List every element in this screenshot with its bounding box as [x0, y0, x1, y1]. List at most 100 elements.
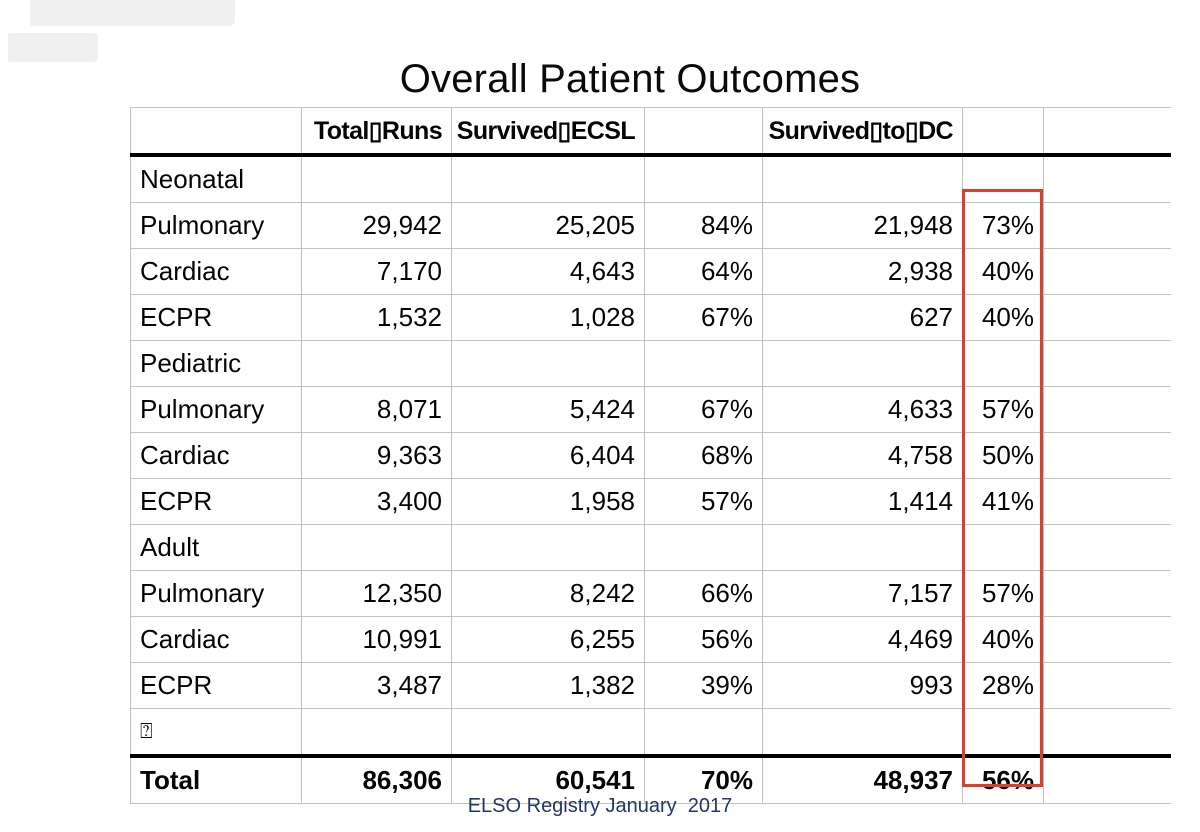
value-cell: 1,028: [451, 294, 645, 341]
value-cell: [1043, 755, 1171, 804]
value-cell: [762, 154, 963, 203]
value-cell: [301, 340, 452, 387]
value-cell: 67%: [644, 294, 763, 341]
value-cell: [1043, 432, 1171, 479]
value-cell: 6,255: [451, 616, 645, 663]
value-cell: [762, 708, 963, 758]
row-label-cell: Pulmonary: [130, 202, 302, 249]
value-cell: [1043, 340, 1171, 387]
table-row-section: Neonatal: [130, 154, 1171, 203]
value-cell: 6,404: [451, 432, 645, 479]
value-cell: 64%: [644, 248, 763, 295]
corner-artifact-1: [30, 0, 235, 26]
value-cell: [644, 340, 763, 387]
value-cell: 10,991: [301, 616, 452, 663]
value-cell: 2,938: [762, 248, 963, 295]
value-cell: [301, 154, 452, 203]
value-cell: 56%: [644, 616, 763, 663]
value-cell: 86,306: [301, 755, 452, 804]
table-row-data: Cardiac 7,170 4,643 64% 2,938 40%: [130, 248, 1171, 295]
value-cell: [451, 524, 645, 571]
value-cell: 3,487: [301, 662, 452, 709]
value-cell: Survived▯to▯DC: [762, 107, 963, 157]
table-row-data: Pulmonary 12,350 8,242 66% 7,157 57%: [130, 570, 1171, 617]
value-cell: 7,157: [762, 570, 963, 617]
value-cell: [301, 524, 452, 571]
row-label-cell: Total: [130, 755, 302, 804]
value-cell: 4,633: [762, 386, 963, 433]
table-row-data: ECPR 1,532 1,028 67% 627 40%: [130, 294, 1171, 341]
value-cell: 21,948: [762, 202, 963, 249]
value-cell: [644, 107, 763, 157]
value-cell: 39%: [644, 662, 763, 709]
value-cell: [1043, 708, 1171, 758]
corner-artifact-2: [8, 33, 98, 62]
value-cell: [1043, 570, 1171, 617]
value-cell: 9,363: [301, 432, 452, 479]
value-cell: 60,541: [451, 755, 645, 804]
value-cell: [962, 708, 1044, 758]
value-cell: 12,350: [301, 570, 452, 617]
value-cell: [762, 524, 963, 571]
value-cell: [1043, 524, 1171, 571]
value-cell: Survived▯ECSL: [451, 107, 645, 157]
row-label-cell: ECPR: [130, 662, 302, 709]
value-cell: 627: [762, 294, 963, 341]
survived-to-dc-percent-highlight-box: [962, 189, 1043, 787]
value-cell: 1,382: [451, 662, 645, 709]
table-row-data: Cardiac 10,991 6,255 56% 4,469 40%: [130, 616, 1171, 663]
value-cell: 84%: [644, 202, 763, 249]
value-cell: 70%: [644, 755, 763, 804]
value-cell: [1043, 107, 1171, 157]
value-cell: 25,205: [451, 202, 645, 249]
value-cell: [962, 107, 1044, 157]
table-row-data: Cardiac 9,363 6,404 68% 4,758 50%: [130, 432, 1171, 479]
outcomes-table-body: Total▯Runs Survived▯ECSL Survived▯to▯DC Neo…: [130, 107, 1171, 804]
value-cell: 48,937: [762, 755, 963, 804]
value-cell: 4,469: [762, 616, 963, 663]
table-row-data: Pulmonary 8,071 5,424 67% 4,633 57%: [130, 386, 1171, 433]
value-cell: 3,400: [301, 478, 452, 525]
value-cell: [1043, 386, 1171, 433]
value-cell: 5,424: [451, 386, 645, 433]
value-cell: 57%: [644, 478, 763, 525]
row-label-cell: Cardiac: [130, 432, 302, 479]
header-row: Total▯Runs Survived▯ECSL Survived▯to▯DC: [130, 107, 1171, 157]
source-footnote: ELSO Registry January 2017: [467, 795, 733, 817]
value-cell: 66%: [644, 570, 763, 617]
value-cell: [451, 340, 645, 387]
row-label-cell: Cardiac: [130, 248, 302, 295]
value-cell: 8,071: [301, 386, 452, 433]
value-cell: 56%: [962, 755, 1044, 804]
value-cell: [644, 524, 763, 571]
value-cell: 29,942: [301, 202, 452, 249]
row-label-cell: [130, 107, 302, 157]
table-row-section: Pediatric: [130, 340, 1171, 387]
value-cell: [1043, 202, 1171, 249]
value-cell: 993: [762, 662, 963, 709]
value-cell: 1,958: [451, 478, 645, 525]
page-title: Overall Patient Outcomes: [399, 57, 861, 101]
value-cell: [1043, 248, 1171, 295]
value-cell: 8,242: [451, 570, 645, 617]
value-cell: [962, 154, 1044, 203]
value-cell: [962, 524, 1044, 571]
value-cell: 73%: [962, 202, 1044, 249]
row-label-cell: Cardiac: [130, 616, 302, 663]
value-cell: 4,643: [451, 248, 645, 295]
value-cell: 41%: [962, 478, 1044, 525]
value-cell: 40%: [962, 294, 1044, 341]
table-row-data: ECPR 3,487 1,382 39% 993 28%: [130, 662, 1171, 709]
row-label-cell: ECPR: [130, 294, 302, 341]
row-label-cell: Pulmonary: [130, 386, 302, 433]
value-cell: 4,758: [762, 432, 963, 479]
table-row-spacer: ⍰: [130, 708, 1171, 758]
value-cell: [1043, 662, 1171, 709]
value-cell: [1043, 478, 1171, 525]
value-cell: 7,170: [301, 248, 452, 295]
value-cell: [1043, 154, 1171, 203]
value-cell: [451, 708, 645, 758]
row-label-cell: ⍰: [130, 708, 302, 758]
value-cell: [301, 708, 452, 758]
value-cell: 1,414: [762, 478, 963, 525]
